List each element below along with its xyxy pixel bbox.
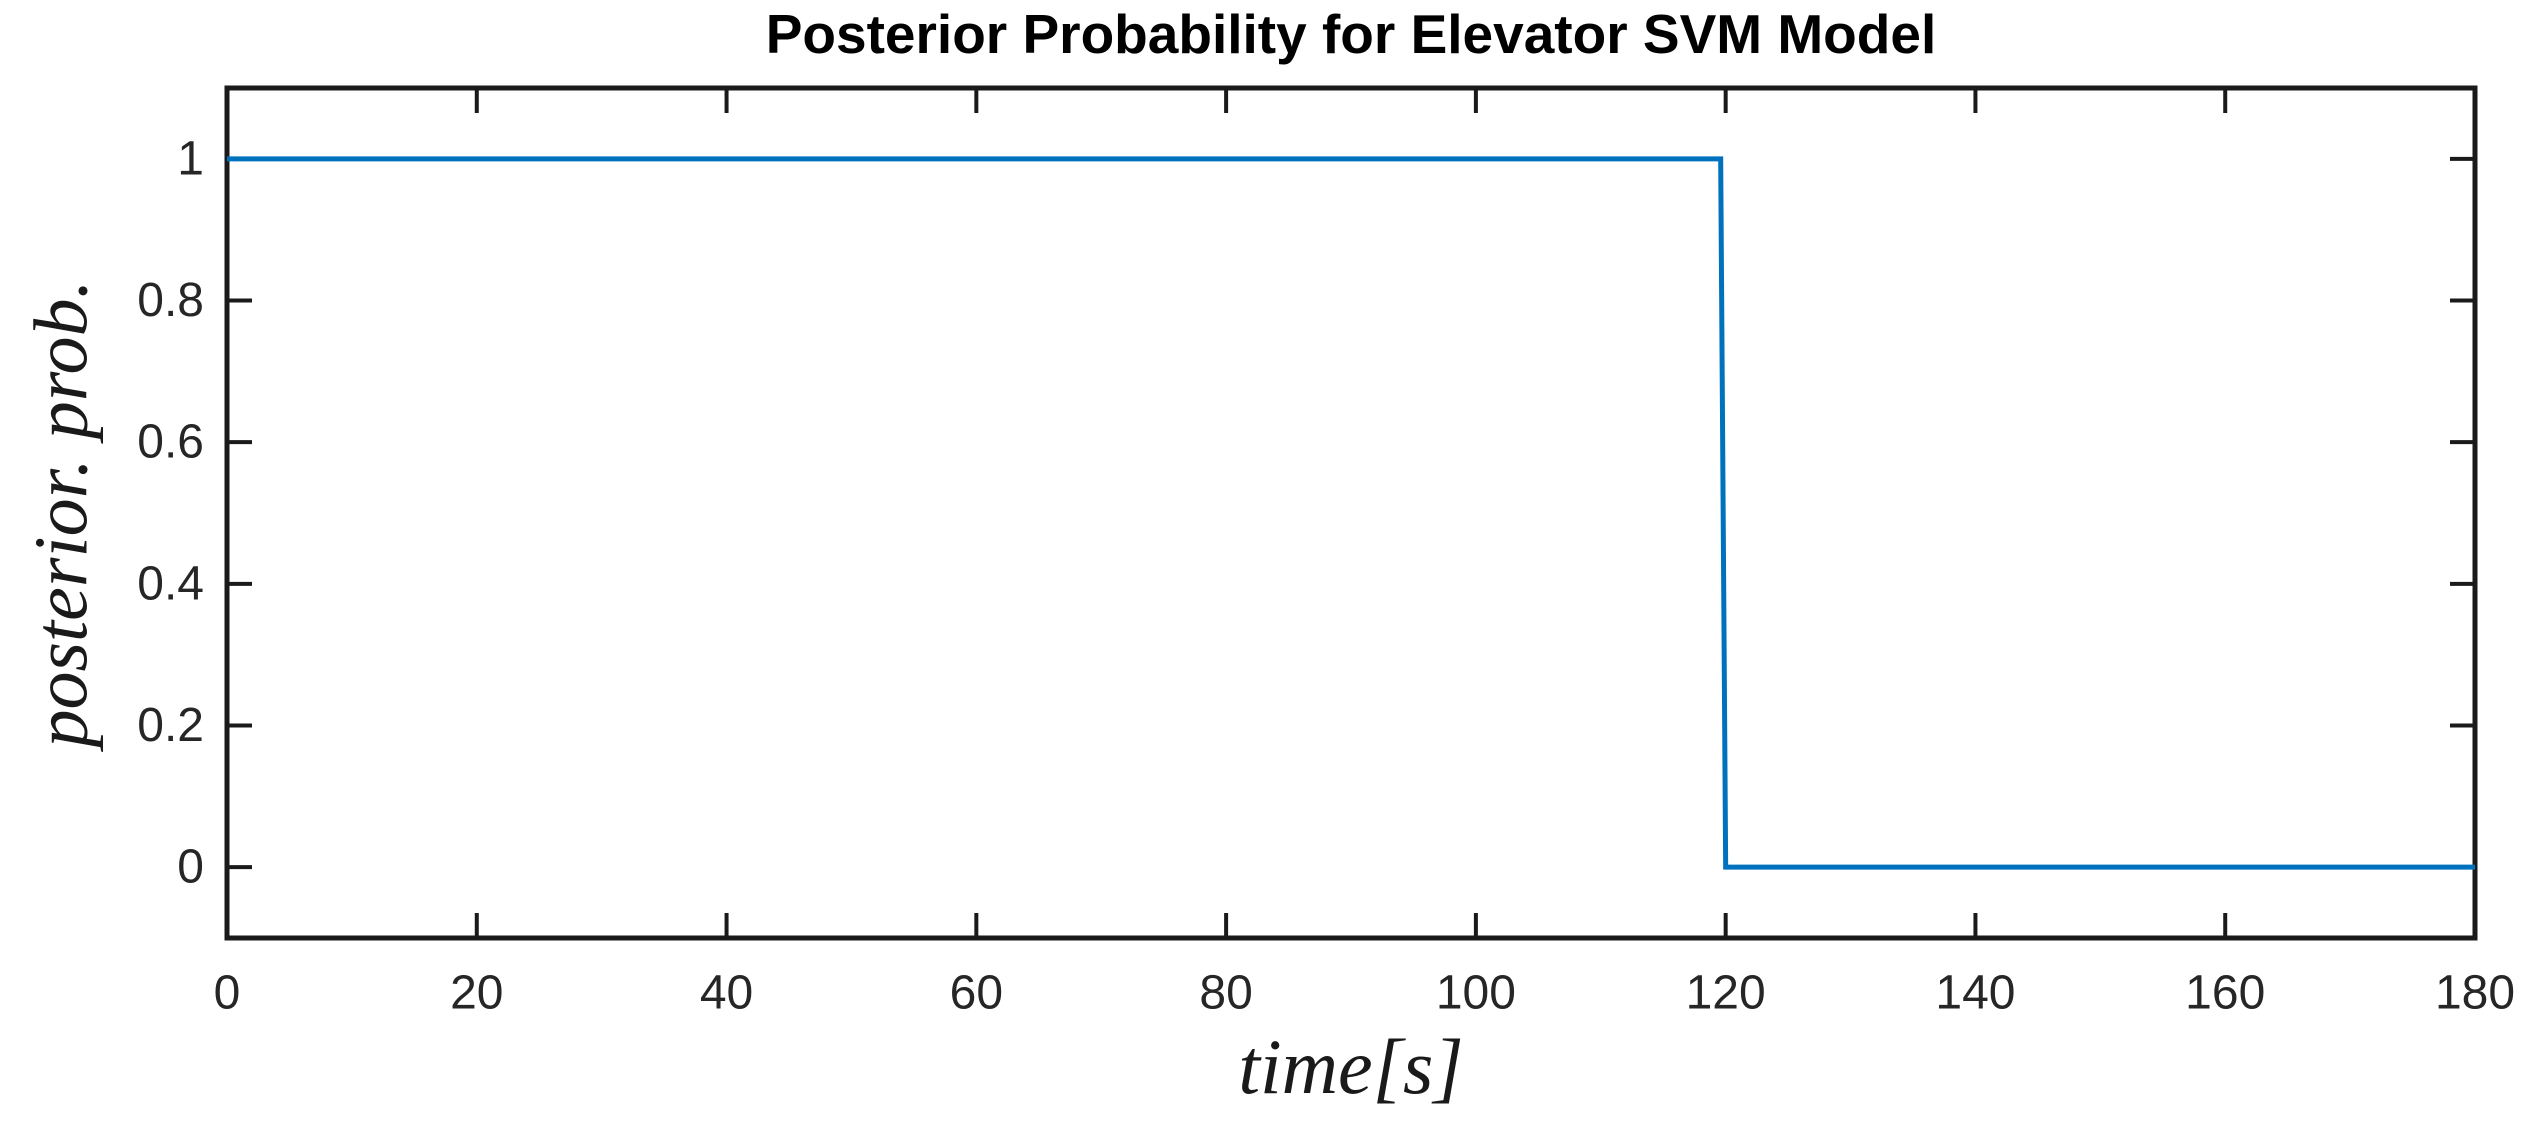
x-tick-label: 120 — [1686, 967, 1766, 1020]
x-tick-label: 20 — [450, 967, 503, 1020]
y-tick-label: 0 — [177, 841, 204, 894]
x-tick-label: 100 — [1436, 967, 1516, 1020]
x-tick-label: 140 — [1935, 967, 2015, 1020]
chart-title: Posterior Probability for Elevator SVM M… — [765, 3, 1937, 65]
x-tick-label: 0 — [214, 967, 241, 1020]
y-tick-label: 0.4 — [137, 557, 204, 610]
series-line — [227, 156, 2475, 870]
plot-box — [224, 85, 2478, 941]
y-tick-label: 1 — [177, 132, 204, 185]
x-axis-label: time[s] — [1238, 1023, 1464, 1110]
x-tick-label: 60 — [950, 967, 1003, 1020]
y-tick-label: 0.8 — [137, 274, 204, 327]
y-tick-label: 0.6 — [137, 416, 204, 469]
y-tick-label: 0.2 — [137, 699, 204, 752]
x-tick-label: 160 — [2185, 967, 2265, 1020]
x-tick-label: 40 — [700, 967, 753, 1020]
x-tick-label: 180 — [2435, 967, 2515, 1020]
x-tick-label: 80 — [1199, 967, 1252, 1020]
